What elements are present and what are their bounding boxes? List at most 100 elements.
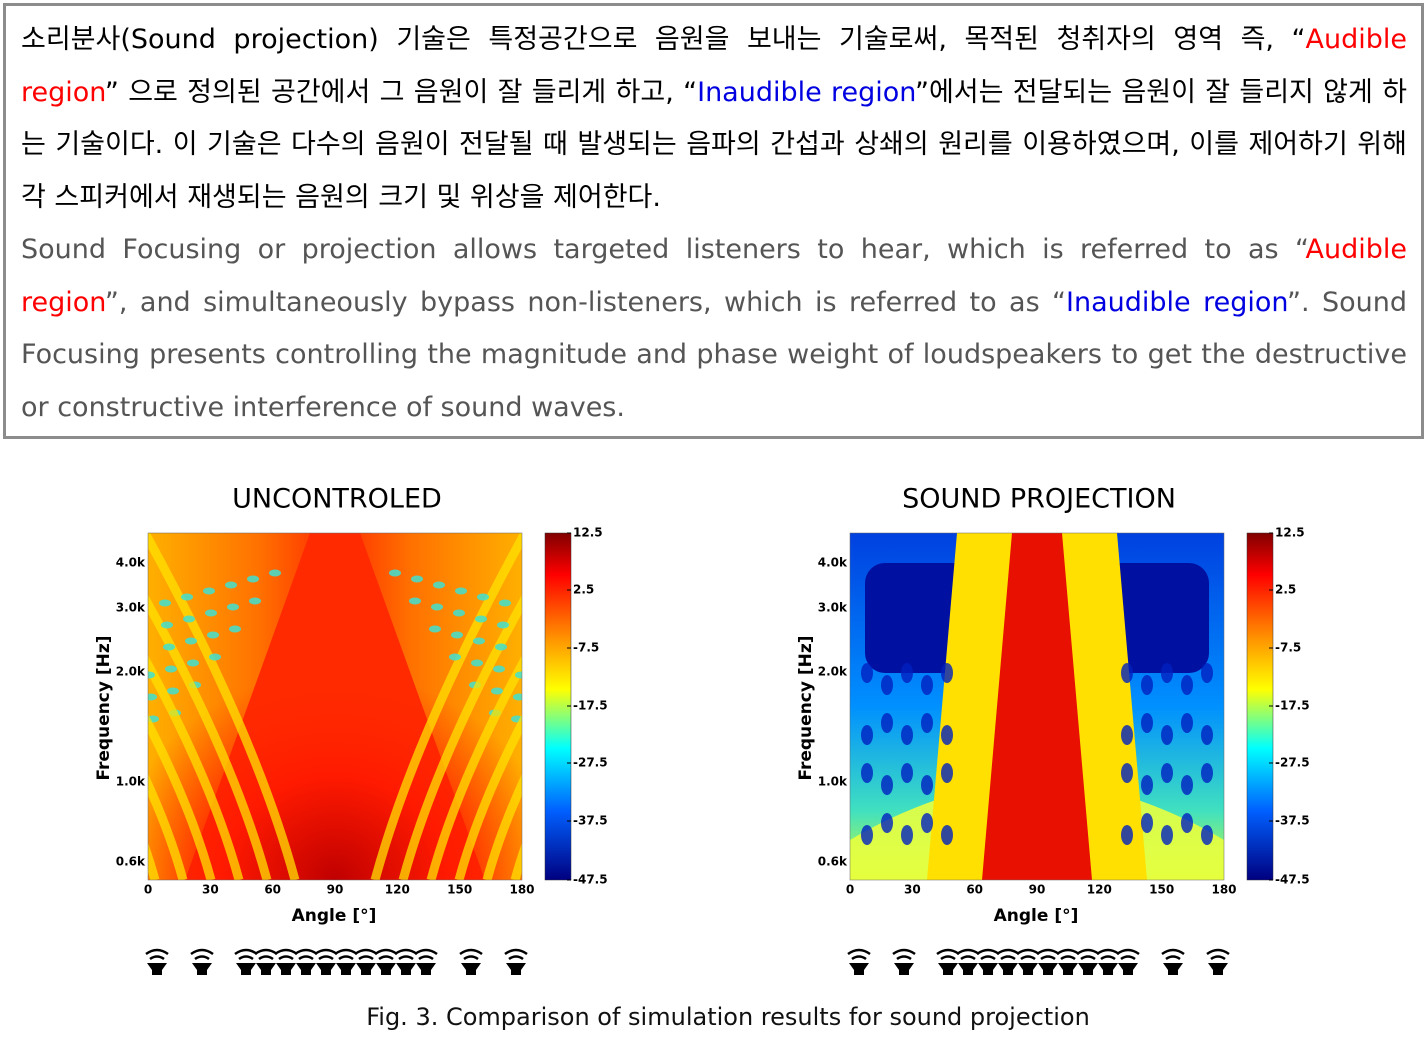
null-spot xyxy=(861,763,873,783)
null-spot xyxy=(861,725,873,745)
null-spot xyxy=(449,653,461,661)
heatmap-image xyxy=(148,533,522,880)
null-spot xyxy=(1121,663,1133,683)
y-tick-label: 4.0k xyxy=(818,556,848,570)
null-spot xyxy=(497,621,509,629)
text: ” 으로 정의된 공간에서 그 음원이 잘 들리게 하고, “ xyxy=(104,76,698,108)
heatmap xyxy=(147,532,523,881)
speaker-body xyxy=(276,963,296,975)
null-spot xyxy=(499,599,511,607)
null-spot xyxy=(901,725,913,745)
null-spot xyxy=(881,775,893,795)
x-tick-label: 60 xyxy=(264,883,281,897)
null-spot xyxy=(941,825,953,845)
null-spot xyxy=(515,671,522,679)
null-spot xyxy=(941,763,953,783)
colorbar-tick-label: -17.5 xyxy=(573,699,608,713)
panels: UNCONTROLED Frequency [Hz] Angle [°] 4.0k 3.… xyxy=(94,484,1310,975)
colorbar-tick-label: -7.5 xyxy=(573,641,599,655)
speaker-wave xyxy=(459,948,483,961)
speaker-icon xyxy=(936,948,960,975)
text: Sound Focusing or projection allows targ… xyxy=(21,234,1306,265)
speaker-wave xyxy=(1096,948,1120,961)
speaker-body xyxy=(256,963,276,975)
y-tick-label: 2.0k xyxy=(818,665,848,679)
highlight: Inaudible region xyxy=(697,76,915,108)
null-spot xyxy=(1181,675,1193,695)
speaker-body xyxy=(938,963,958,975)
colorbar-tick-label: 2.5 xyxy=(573,583,594,597)
speaker-icon xyxy=(254,948,278,975)
speaker-wave xyxy=(936,948,960,961)
x-tick-label: 60 xyxy=(966,883,983,897)
null-spot xyxy=(181,593,193,601)
colorbar-tick-label: -37.5 xyxy=(573,814,608,828)
null-spot xyxy=(165,665,177,673)
speaker-body xyxy=(1038,963,1058,975)
speaker-body xyxy=(849,963,869,975)
colorbar-tick-label: -47.5 xyxy=(573,873,608,887)
speaker-icon xyxy=(354,948,378,975)
speaker-wave xyxy=(996,948,1020,961)
speaker-body xyxy=(978,963,998,975)
colorbar-tick-label: -47.5 xyxy=(1275,873,1310,887)
colorbar-tick-label: 12.5 xyxy=(573,526,603,540)
y-tick-label: 0.6k xyxy=(818,855,848,869)
speaker-body xyxy=(1078,963,1098,975)
speaker-icon xyxy=(314,948,338,975)
speaker-wave xyxy=(976,948,1000,961)
y-tick-label: 1.0k xyxy=(116,775,146,789)
null-spot xyxy=(148,671,155,679)
null-spot xyxy=(187,659,199,667)
speaker-body xyxy=(236,963,256,975)
y-axis-label: Frequency [Hz] xyxy=(796,635,816,780)
colorbar-tick-label: 12.5 xyxy=(1275,526,1305,540)
speaker-wave xyxy=(294,948,318,961)
side-band xyxy=(148,713,216,880)
x-tick-label: 120 xyxy=(1087,883,1112,897)
speaker-wave xyxy=(847,948,871,961)
speaker-icon xyxy=(234,948,258,975)
highlight: Audible region xyxy=(21,234,1407,318)
speaker-icon xyxy=(996,948,1020,975)
null-spot xyxy=(209,653,221,661)
null-spot xyxy=(471,659,483,667)
colorbar-tick-label: -27.5 xyxy=(573,756,608,770)
null-spot xyxy=(861,663,873,683)
null-spot xyxy=(183,615,195,623)
y-tick-label: 2.0k xyxy=(116,665,146,679)
speaker-icon xyxy=(145,948,169,975)
side-band xyxy=(398,594,522,880)
speaker-icon xyxy=(956,948,980,975)
speaker-body xyxy=(1208,963,1228,975)
speaker-wave xyxy=(374,948,398,961)
colorbar xyxy=(544,532,572,881)
speaker-icon xyxy=(847,948,871,975)
speaker-icon xyxy=(1206,948,1230,975)
null-spot xyxy=(269,569,281,577)
speaker-icon xyxy=(1036,948,1060,975)
x-tick-label: 30 xyxy=(904,883,921,897)
english-paragraph: Sound Focusing or projection allows targ… xyxy=(21,224,1407,434)
null-spot xyxy=(225,581,237,589)
speaker-wave xyxy=(354,948,378,961)
speaker-icon xyxy=(294,948,318,975)
speaker-body xyxy=(1018,963,1038,975)
speaker-wave xyxy=(1161,948,1185,961)
null-spot xyxy=(453,609,465,617)
null-spot xyxy=(921,775,933,795)
null-spot xyxy=(411,575,423,583)
colorbar-tick-label: -17.5 xyxy=(1275,699,1310,713)
null-spot xyxy=(921,713,933,733)
null-spot xyxy=(477,593,489,601)
speaker-icon xyxy=(190,948,214,975)
y-axis-label: Frequency [Hz] xyxy=(94,635,114,780)
null-spot xyxy=(475,615,487,623)
null-spot xyxy=(1141,713,1153,733)
null-spot xyxy=(1181,713,1193,733)
null-spot xyxy=(921,813,933,833)
speaker-wave xyxy=(190,948,214,961)
speaker-body xyxy=(1058,963,1078,975)
speaker-wave xyxy=(145,948,169,961)
